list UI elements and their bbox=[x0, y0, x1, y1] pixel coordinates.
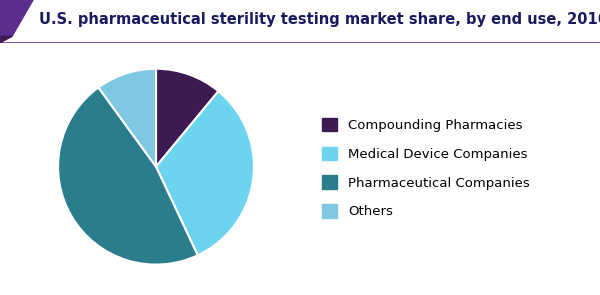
Wedge shape bbox=[98, 69, 156, 167]
Wedge shape bbox=[156, 69, 218, 167]
Polygon shape bbox=[0, 36, 12, 43]
Legend: Compounding Pharmacies, Medical Device Companies, Pharmaceutical Companies, Othe: Compounding Pharmacies, Medical Device C… bbox=[322, 118, 530, 218]
Text: U.S. pharmaceutical sterility testing market share, by end use, 2016, (%): U.S. pharmaceutical sterility testing ma… bbox=[39, 12, 600, 27]
Polygon shape bbox=[0, 0, 33, 36]
Wedge shape bbox=[156, 91, 254, 255]
Wedge shape bbox=[58, 87, 198, 265]
